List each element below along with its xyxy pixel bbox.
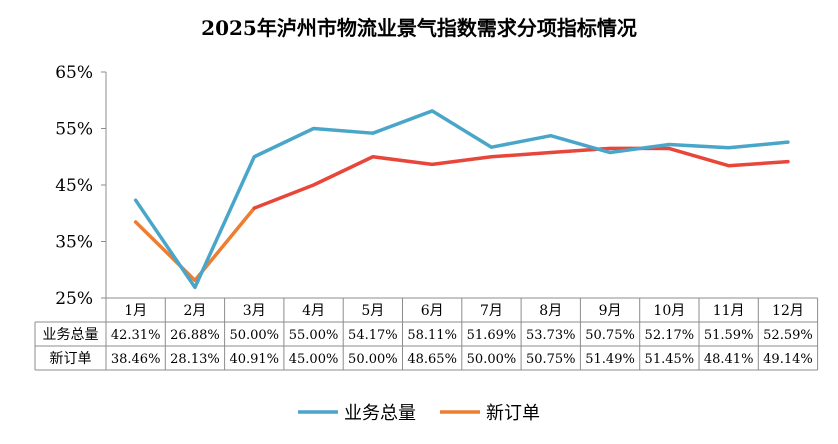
table-value-cell: 28.13% [170, 352, 220, 367]
series-line-1 [252, 146, 790, 210]
series-line-0 [133, 109, 790, 290]
table-value-cell: 38.46% [111, 352, 161, 367]
x-category-label: 5月 [361, 303, 384, 319]
table-value-cell: 48.41% [704, 352, 754, 367]
table-value-cell: 26.88% [170, 328, 220, 343]
x-category-label: 10月 [653, 303, 685, 319]
chart-title: 2025年泸州市物流业景气指数需求分项指标情况 [201, 16, 637, 40]
y-tick-label: 45% [55, 176, 93, 196]
table-value-cell: 45.00% [289, 352, 339, 367]
table-series-name: 业务总量 [43, 327, 99, 343]
table-value-cell: 51.69% [467, 328, 517, 343]
table-value-cell: 50.75% [585, 328, 635, 343]
table-value-cell: 50.00% [229, 328, 279, 343]
legend-label: 业务总量 [344, 403, 416, 424]
y-tick-label: 35% [55, 233, 93, 253]
x-category-label: 1月 [124, 303, 147, 319]
y-tick-label: 55% [55, 120, 93, 140]
x-category-label: 6月 [421, 303, 444, 319]
y-tick-label: 65% [55, 63, 93, 83]
table-value-cell: 53.73% [526, 328, 576, 343]
table-value-cell: 50.00% [348, 352, 398, 367]
table-value-cell: 40.91% [229, 352, 279, 367]
table-value-cell: 49.14% [763, 352, 813, 367]
table-series-name: 新订单 [50, 351, 92, 367]
table-value-cell: 51.45% [645, 352, 695, 367]
x-category-label: 2月 [183, 303, 206, 319]
x-category-label: 3月 [243, 303, 266, 319]
table-value-cell: 51.49% [585, 352, 635, 367]
table-value-cell: 48.65% [407, 352, 457, 367]
x-category-label: 12月 [772, 303, 804, 319]
x-category-label: 4月 [302, 303, 325, 319]
legend-label: 新订单 [486, 403, 540, 424]
table-value-cell: 55.00% [289, 328, 339, 343]
table-value-cell: 52.59% [763, 328, 813, 343]
x-category-label: 11月 [713, 303, 745, 319]
y-tick-label: 25% [55, 289, 93, 309]
table-value-cell: 51.59% [704, 328, 754, 343]
table-value-cell: 50.75% [526, 352, 576, 367]
table-value-cell: 50.00% [467, 352, 517, 367]
table-value-cell: 42.31% [111, 328, 161, 343]
x-category-label: 8月 [539, 303, 562, 319]
series-line-1-head [133, 206, 256, 283]
x-category-label: 9月 [599, 303, 622, 319]
table-value-cell: 58.11% [407, 328, 457, 343]
x-category-label: 7月 [480, 303, 503, 319]
table-value-cell: 52.17% [645, 328, 695, 343]
table-value-cell: 54.17% [348, 328, 398, 343]
